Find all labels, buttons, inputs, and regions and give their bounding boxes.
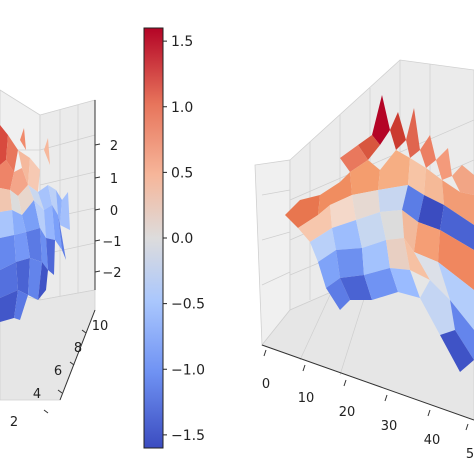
colorbar-tick-label: 1.0 — [171, 100, 193, 116]
left-z-tick-label: −2 — [102, 266, 121, 281]
left-y-ticks — [43, 329, 87, 414]
left-z-tick-label: 1 — [110, 172, 118, 187]
colorbar-ticks: 1.5 1.0 0.5 0.0 −0.5 −1.0 −1.5 — [163, 34, 205, 444]
colorbar-tick-label: 0.0 — [171, 231, 193, 247]
colorbar-tick-label: 1.5 — [171, 34, 193, 50]
left-y-tick-label: 10 — [92, 319, 109, 334]
right-x-tick-label: 40 — [424, 433, 441, 448]
left-surface — [0, 125, 70, 322]
right-x-tick-label: 5 — [466, 447, 474, 462]
right-x-tick-label: 10 — [298, 391, 315, 406]
colorbar-tick-label: −1.5 — [171, 428, 205, 444]
left-y-tick-label: 8 — [74, 341, 82, 356]
left-y-tick-label: 2 — [10, 415, 18, 430]
right-surface — [285, 95, 474, 372]
left-z-tick-label: 2 — [110, 139, 118, 154]
left-3d-panel: 2 1 0 −1 −2 2 4 6 8 10 — [0, 89, 122, 430]
right-3d-panel: 0 10 20 30 40 5 — [254, 59, 474, 462]
right-x-tick-label: 30 — [381, 419, 398, 434]
left-y-tick-labels: 2 4 6 8 10 — [10, 319, 108, 430]
left-z-tick-labels: 2 1 0 −1 −2 — [102, 139, 121, 281]
colorbar: 1.5 1.0 0.5 0.0 −0.5 −1.0 −1.5 — [143, 27, 205, 449]
right-x-ticks — [263, 349, 469, 431]
colorbar-tick-label: 0.5 — [171, 165, 193, 181]
left-y-tick-label: 6 — [54, 364, 62, 379]
left-y-tick-label: 4 — [33, 387, 41, 402]
colorbar-tick-label: −1.0 — [171, 362, 205, 378]
right-x-tick-labels: 0 10 20 30 40 5 — [262, 377, 474, 462]
right-x-tick-label: 20 — [339, 405, 356, 420]
left-z-ticks — [94, 143, 101, 273]
colorbar-tick-label: −0.5 — [171, 297, 205, 313]
left-axis-lines — [59, 100, 96, 401]
colorbar-gradient — [143, 27, 164, 449]
right-x-tick-label: 0 — [262, 377, 270, 392]
left-z-tick-label: 0 — [110, 204, 118, 219]
left-z-tick-label: −1 — [102, 235, 121, 250]
right-axis-lines — [261, 344, 474, 421]
